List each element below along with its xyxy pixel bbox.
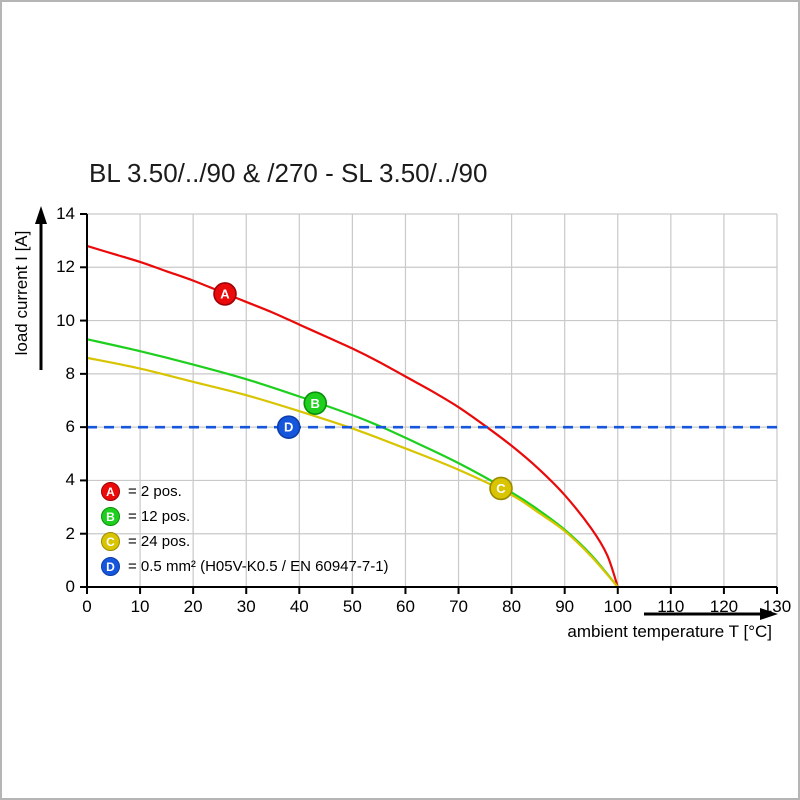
x-tick-label: 0 bbox=[82, 597, 92, 616]
svg-text:A: A bbox=[220, 287, 230, 302]
y-tick-label: 10 bbox=[56, 310, 75, 330]
legend-label-c: = 24 pos. bbox=[128, 533, 191, 550]
legend-marker-c-icon: C bbox=[101, 532, 120, 551]
x-tick-label: 70 bbox=[449, 597, 468, 616]
y-tick-label: 12 bbox=[56, 257, 75, 277]
x-tick-label: 130 bbox=[762, 597, 792, 616]
x-tick-label: 60 bbox=[395, 597, 415, 616]
legend: A = 2 pos. B = 12 pos. C = 24 pos. D = 0… bbox=[101, 479, 389, 579]
legend-item-c: C = 24 pos. bbox=[101, 529, 389, 554]
x-tick-label: 100 bbox=[603, 597, 632, 616]
x-tick-label: 10 bbox=[130, 597, 150, 616]
legend-item-d: D = 0.5 mm² (H05V-K0.5 / EN 60947-7-1) bbox=[101, 554, 389, 579]
y-tick-label: 0 bbox=[65, 577, 75, 596]
svg-text:B: B bbox=[311, 396, 320, 411]
legend-label-a: = 2 pos. bbox=[128, 483, 182, 500]
svg-text:C: C bbox=[496, 481, 506, 496]
svg-text:D: D bbox=[284, 420, 293, 435]
legend-item-a: A = 2 pos. bbox=[101, 479, 389, 504]
y-tick-label: 14 bbox=[56, 204, 75, 223]
x-axis-label: ambient temperature T [°C] bbox=[567, 622, 772, 641]
x-tick-label: 40 bbox=[289, 597, 309, 616]
y-axis-label: load current I [A] bbox=[12, 230, 31, 356]
y-tick-label: 4 bbox=[65, 470, 75, 490]
x-tick-label: 80 bbox=[502, 597, 522, 616]
chart-title: BL 3.50/../90 & /270 - SL 3.50/../90 bbox=[89, 158, 488, 188]
legend-marker-a-icon: A bbox=[101, 482, 120, 501]
y-tick-label: 6 bbox=[65, 417, 75, 437]
y-tick-label: 2 bbox=[65, 523, 75, 543]
x-tick-label: 120 bbox=[709, 597, 739, 616]
legend-marker-b-icon: B bbox=[101, 507, 120, 526]
x-tick-label: 20 bbox=[183, 597, 203, 616]
legend-marker-d-icon: D bbox=[101, 557, 120, 576]
x-tick-label: 50 bbox=[342, 597, 362, 616]
legend-label-b: = 12 pos. bbox=[128, 508, 191, 525]
x-tick-label: 110 bbox=[657, 597, 685, 616]
x-tick-label: 30 bbox=[236, 597, 256, 616]
legend-label-d: = 0.5 mm² (H05V-K0.5 / EN 60947-7-1) bbox=[128, 558, 389, 575]
x-tick-label: 90 bbox=[555, 597, 575, 616]
legend-item-b: B = 12 pos. bbox=[101, 504, 389, 529]
y-tick-label: 8 bbox=[65, 363, 75, 383]
